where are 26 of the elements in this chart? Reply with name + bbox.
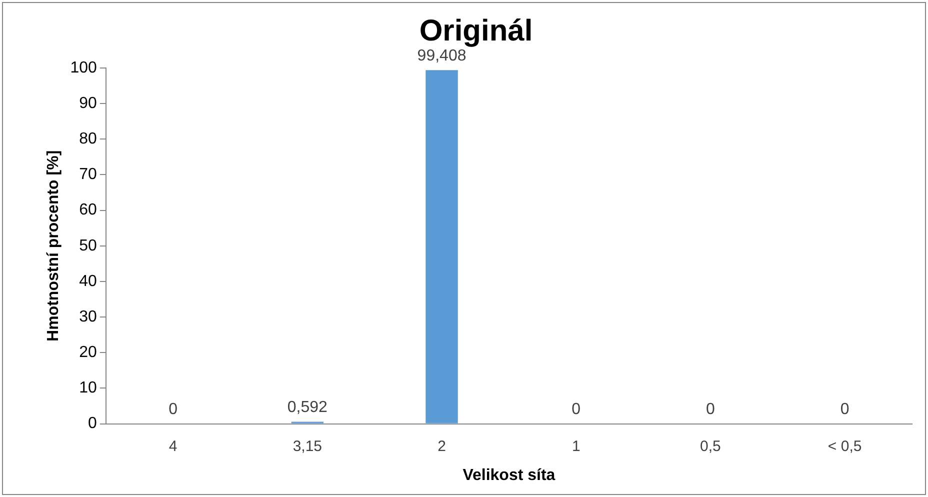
y-tick-label: 30 <box>79 308 97 326</box>
y-tick-label: 80 <box>79 130 97 148</box>
y-tick-label: 40 <box>79 272 97 290</box>
x-tick-label: 0,5 <box>700 438 721 455</box>
x-tick-label: 4 <box>168 438 178 455</box>
y-tick-label: 10 <box>79 380 97 397</box>
x-tick-label: 1 <box>572 438 580 455</box>
y-tick-label: 100 <box>70 59 97 76</box>
chart-title: Originál <box>419 14 533 48</box>
y-tick-label: 60 <box>79 202 97 219</box>
y-tick-label: 90 <box>79 94 97 112</box>
x-tick-label: < 0,5 <box>828 438 862 455</box>
data-label: 0,592 <box>287 399 328 416</box>
data-label: 0 <box>840 401 850 418</box>
y-tick-label: 0 <box>88 415 97 432</box>
x-axis-title: Velikost síta <box>462 466 556 484</box>
y-tick-label: 50 <box>79 237 97 254</box>
x-tick-label: 2 <box>438 438 446 455</box>
x-tick-label: 3,15 <box>292 438 322 455</box>
data-label: 99,408 <box>417 48 466 65</box>
data-label: 0 <box>572 401 581 418</box>
data-label: 0 <box>706 401 716 418</box>
y-axis-title: Hmotnostní procento [%] <box>45 150 62 342</box>
y-tick-label: 20 <box>79 344 97 362</box>
data-label: 0 <box>168 401 178 418</box>
y-tick-label: 70 <box>79 166 97 184</box>
